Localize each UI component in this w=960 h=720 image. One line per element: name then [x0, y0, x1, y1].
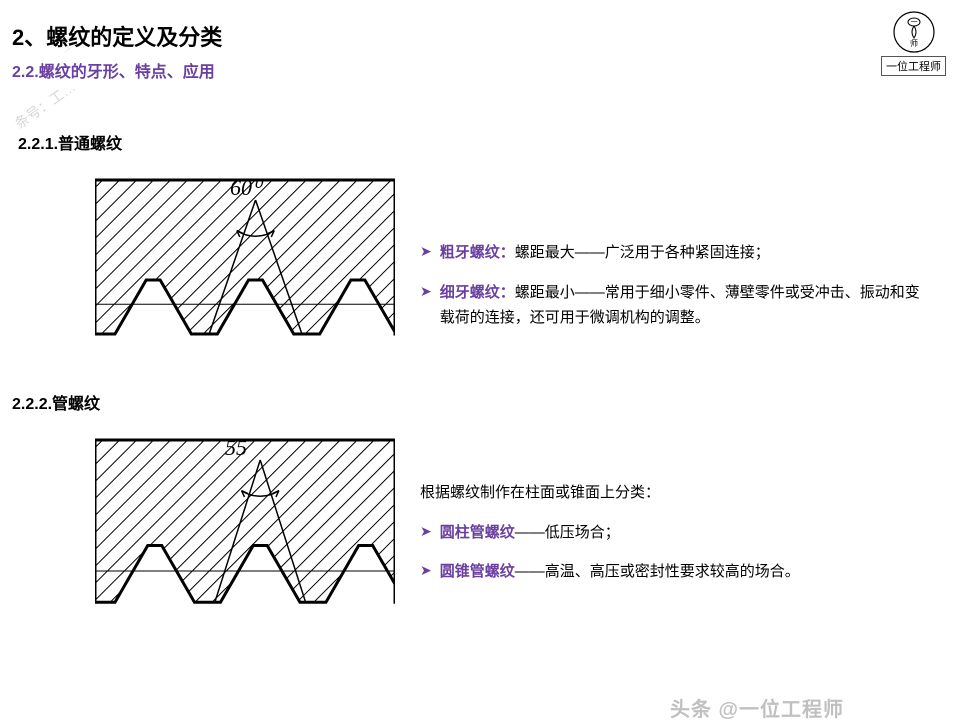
section-1-textcol: ➤ 粗牙螺纹：螺距最大——广泛用于各种紧固连接； ➤ 细牙螺纹：螺距最小——常用…: [420, 240, 930, 345]
author-logo: 一 师 一位工程师: [881, 10, 946, 76]
section-1-heading: 2.2.1.普通螺纹: [18, 130, 122, 154]
svg-text:师: 师: [910, 38, 918, 48]
angle-label: 55: [225, 435, 247, 461]
bullet-body: 粗牙螺纹：螺距最大——广泛用于各种紧固连接；: [440, 240, 770, 266]
bullet-body: 细牙螺纹：螺距最小——常用于细小零件、薄壁零件或受冲击、振动和变载荷的连接，还可…: [440, 280, 930, 331]
term: 粗牙螺纹：: [440, 244, 515, 261]
main-title: 2、螺纹的定义及分类: [12, 20, 222, 52]
term: 圆柱管螺纹: [440, 524, 515, 541]
bullet-body: 圆锥管螺纹——高温、高压或密封性要求较高的场合。: [440, 559, 800, 585]
bullet-body: 圆柱管螺纹——低压场合；: [440, 520, 620, 546]
term: 圆锥管螺纹: [440, 563, 515, 580]
thread-diagram-60deg: 60⁰: [95, 170, 395, 370]
section-2-heading: 2.2.2.管螺纹: [12, 390, 100, 414]
bullet-cylindrical-pipe-thread: ➤ 圆柱管螺纹——低压场合；: [420, 520, 930, 546]
footer-watermark: 头条 @一位工程师: [670, 693, 844, 720]
desc: ——高温、高压或密封性要求较高的场合。: [515, 563, 800, 580]
logo-circle-icon: 一 师: [892, 10, 936, 54]
page: 一 师 一位工程师 条号：工… 工 2、螺纹的定义及分类 2.2.螺纹的牙形、特…: [0, 0, 960, 720]
angle-label: 60⁰: [230, 175, 261, 201]
term: 细牙螺纹：: [440, 284, 515, 301]
bullet-fine-thread: ➤ 细牙螺纹：螺距最小——常用于细小零件、薄壁零件或受冲击、振动和变载荷的连接，…: [420, 280, 930, 331]
section-2-textcol: 根据螺纹制作在柱面或锥面上分类： ➤ 圆柱管螺纹——低压场合； ➤ 圆锥管螺纹—…: [420, 480, 930, 599]
thread-diagram-55deg: 55: [95, 430, 395, 640]
logo-label: 一位工程师: [881, 56, 946, 76]
section-subtitle: 2.2.螺纹的牙形、特点、应用: [12, 58, 215, 82]
section-2-intro: 根据螺纹制作在柱面或锥面上分类：: [420, 480, 930, 506]
bullet-icon: ➤: [420, 559, 432, 583]
bullet-icon: ➤: [420, 520, 432, 544]
desc: ——低压场合；: [515, 524, 620, 541]
svg-text:一: 一: [910, 19, 917, 26]
bullet-icon: ➤: [420, 240, 432, 264]
bullet-icon: ➤: [420, 280, 432, 304]
desc: 螺距最大——广泛用于各种紧固连接；: [515, 244, 770, 261]
watermark-faint-1: 条号：工…: [11, 77, 80, 134]
bullet-conical-pipe-thread: ➤ 圆锥管螺纹——高温、高压或密封性要求较高的场合。: [420, 559, 930, 585]
bullet-coarse-thread: ➤ 粗牙螺纹：螺距最大——广泛用于各种紧固连接；: [420, 240, 930, 266]
